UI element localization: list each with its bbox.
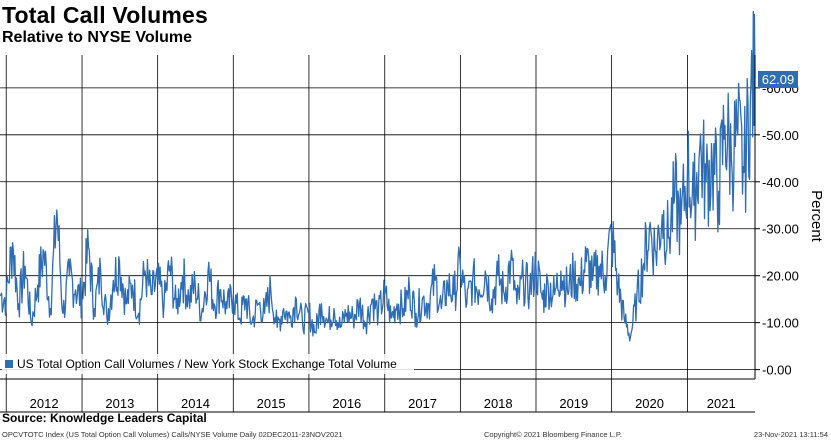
legend-swatch: [5, 360, 13, 368]
x-tick-label: 2020: [635, 396, 664, 411]
last-value-badge: [758, 71, 798, 88]
x-tick-label: 2015: [257, 396, 286, 411]
legend-entry: US Total Option Call Volumes / New York …: [17, 357, 397, 371]
legend-box: [2, 354, 414, 374]
x-tick-label: 2013: [105, 396, 134, 411]
chart-title: Total Call Volumes: [2, 2, 208, 28]
x-tick-label: 2012: [30, 396, 59, 411]
y-axis-label: Percent: [808, 190, 825, 243]
y-tick-label: -10.00: [762, 316, 799, 331]
source-note: Source: Knowledge Leaders Capital: [2, 411, 207, 425]
last-value-label: 62.09: [762, 72, 795, 87]
y-tick-label: -0.00: [762, 363, 792, 378]
y-tick-label: -20.00: [762, 269, 799, 284]
y-tick-label: -30.00: [762, 222, 799, 237]
x-tick-label: 2019: [559, 396, 588, 411]
x-tick-label: 2017: [408, 396, 437, 411]
x-tick-label: 2018: [484, 396, 513, 411]
index-description: OPCVTOTC Index (US Total Option Call Vol…: [2, 430, 343, 439]
y-tick-label: -40.00: [762, 175, 799, 190]
timestamp: 23-Nov-2021 13:11:54: [753, 430, 828, 439]
series-line: [0, 10, 756, 342]
x-tick-label: 2016: [332, 396, 361, 411]
x-tick-label: 2014: [181, 396, 210, 411]
y-tick-label: -50.00: [762, 128, 799, 143]
x-tick-label: 2021: [707, 396, 736, 411]
chart-subtitle: Relative to NYSE Volume: [2, 29, 192, 46]
copyright-note: Copyright© 2021 Bloomberg Finance L.P.: [484, 430, 622, 439]
